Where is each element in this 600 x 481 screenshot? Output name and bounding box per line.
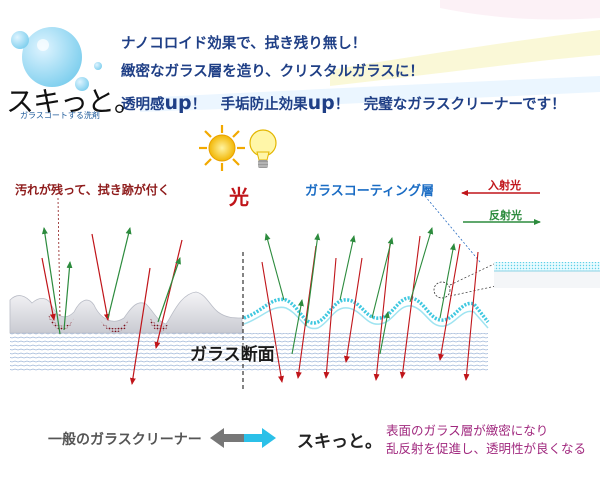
incident-light-label: 入射光 bbox=[488, 179, 521, 192]
left-light-rays bbox=[41, 227, 183, 385]
headline-3-up-1: up bbox=[164, 92, 192, 114]
reflected-light-label: 反射光 bbox=[489, 209, 522, 222]
headline-3-text-a: 透明感 bbox=[121, 97, 165, 113]
description-line-1: 表面のガラス層が緻密になり bbox=[386, 423, 549, 438]
light-label: 光 bbox=[229, 185, 249, 209]
headline-3-up-2: up bbox=[307, 92, 335, 114]
description-line-2: 乱反射を促進し、透明性が良くなる bbox=[386, 441, 587, 456]
dirt-residue bbox=[48, 314, 168, 333]
logo-subtitle: ガラスコートする洗剤 bbox=[20, 111, 100, 120]
glass-body bbox=[10, 333, 488, 371]
coating-layer bbox=[243, 296, 490, 325]
headline-line-1: ナノコロイド効果で、拭き残り無し！ bbox=[121, 36, 367, 52]
zoom-callout bbox=[433, 262, 600, 299]
general-cleaner-label: 一般のガラスクリーナー bbox=[48, 432, 202, 448]
headline-line-2: 緻密なガラス層を造り、クリスタルガラスに！ bbox=[121, 64, 424, 80]
header-decoration bbox=[140, 0, 600, 112]
headline-3-text-c: ！ 完璧なガラスクリーナーです！ bbox=[334, 97, 566, 113]
bubble-logo-icon bbox=[11, 27, 102, 91]
product-label: スキっと。 bbox=[297, 432, 382, 452]
logo-text: スキっと。 bbox=[6, 85, 142, 118]
double-arrow-icon bbox=[210, 428, 276, 448]
right-light-rays bbox=[261, 227, 479, 383]
dirt-residue-label: 汚れが残って、拭き跡が付く bbox=[15, 183, 170, 197]
dirt-pointer bbox=[57, 197, 61, 319]
headline-3-text-b: ！ 手垢防止効果 bbox=[191, 97, 308, 113]
light-bulb-icon bbox=[249, 129, 277, 168]
sun-icon bbox=[199, 125, 245, 171]
coating-layer-label: ガラスコーティング層 bbox=[305, 184, 434, 199]
glass-section-label: ガラス断面 bbox=[190, 345, 275, 365]
dirty-surface bbox=[9, 291, 243, 334]
headline-line-3: 透明感up！ 手垢防止効果up！ 完璧なガラスクリーナーです！ bbox=[121, 92, 566, 114]
